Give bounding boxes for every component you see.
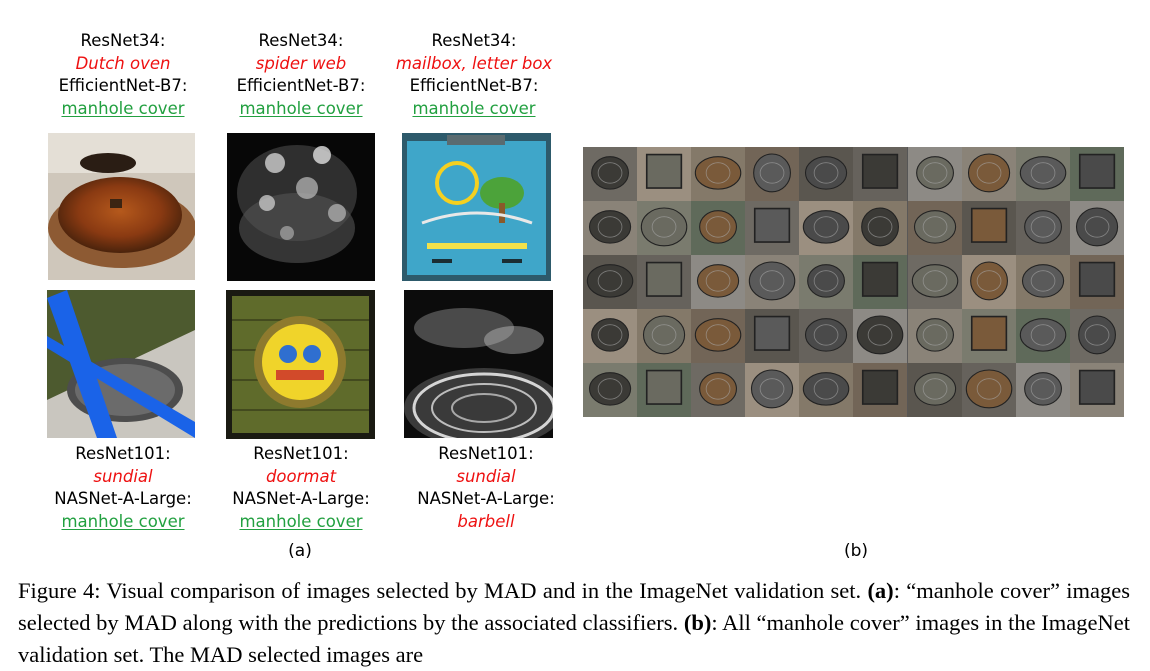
panel-b-label: (b) (836, 541, 876, 561)
grid-thumbnail (1070, 201, 1124, 255)
col1-bottom-labels: ResNet101: sundial NASNet-A-Large: manho… (33, 443, 213, 533)
grid-thumbnail (908, 147, 962, 201)
grid-thumbnail (853, 363, 907, 417)
grid-thumbnail (799, 147, 853, 201)
model-name: EfficientNet-B7: (33, 75, 213, 98)
grid-thumbnail (799, 309, 853, 363)
prediction-correct: manhole cover (211, 98, 391, 121)
grid-thumbnail (1070, 147, 1124, 201)
prediction-wrong: mailbox, letter box (384, 53, 564, 76)
grid-thumbnail (745, 255, 799, 309)
prediction-wrong: Dutch oven (33, 53, 213, 76)
grid-thumbnail (745, 309, 799, 363)
model-name: NASNet-A-Large: (211, 488, 391, 511)
grid-thumbnail (637, 309, 691, 363)
grid-thumbnail (799, 201, 853, 255)
model-name: ResNet101: (396, 443, 576, 466)
photo-blue-painted-cover (402, 133, 551, 281)
prediction-correct: manhole cover (33, 511, 213, 534)
model-name: ResNet34: (384, 30, 564, 53)
grid-thumbnail (962, 255, 1016, 309)
col3-top-labels: ResNet34: mailbox, letter box EfficientN… (384, 30, 564, 120)
photo-cartoon-manhole (226, 290, 375, 439)
grid-thumbnail (962, 147, 1016, 201)
model-name: ResNet101: (211, 443, 391, 466)
photo-night-manhole (227, 133, 375, 281)
grid-thumbnail (691, 201, 745, 255)
grid-thumbnail (853, 309, 907, 363)
grid-thumbnail (1016, 309, 1070, 363)
grid-thumbnail (799, 363, 853, 417)
grid-thumbnail (1016, 363, 1070, 417)
grid-thumbnail (691, 363, 745, 417)
grid-thumbnail (745, 147, 799, 201)
grid-thumbnail (583, 147, 637, 201)
model-name: ResNet34: (33, 30, 213, 53)
grid-thumbnail (799, 255, 853, 309)
grid-thumbnail (908, 363, 962, 417)
prediction-wrong: sundial (33, 466, 213, 489)
grid-thumbnail (962, 309, 1016, 363)
grid-thumbnail (908, 309, 962, 363)
grid-thumbnail (691, 147, 745, 201)
grid-thumbnail (962, 201, 1016, 255)
grid-thumbnail (583, 255, 637, 309)
prediction-correct: manhole cover (211, 511, 391, 534)
prediction-correct: manhole cover (33, 98, 213, 121)
col1-top-labels: ResNet34: Dutch oven EfficientNet-B7: ma… (33, 30, 213, 120)
grid-thumbnail (1070, 363, 1124, 417)
grid-thumbnail (583, 201, 637, 255)
imagenet-manhole-grid (583, 147, 1124, 417)
prediction-wrong: spider web (211, 53, 391, 76)
prediction-wrong: sundial (396, 466, 576, 489)
grid-thumbnail (583, 309, 637, 363)
grid-thumbnail (637, 201, 691, 255)
model-name: ResNet101: (33, 443, 213, 466)
panel-a-label: (a) (280, 541, 320, 561)
photo-rusty-manhole (48, 133, 195, 280)
model-name: NASNet-A-Large: (33, 488, 213, 511)
model-name: EfficientNet-B7: (211, 75, 391, 98)
grid-thumbnail (1016, 201, 1070, 255)
prediction-wrong: doormat (211, 466, 391, 489)
grid-thumbnail (908, 201, 962, 255)
caption-b-tag: (b) (684, 610, 712, 635)
caption-prefix: Figure 4: Visual comparison of images se… (18, 578, 867, 603)
prediction-wrong: barbell (396, 511, 576, 534)
grid-thumbnail (908, 255, 962, 309)
photo-bw-manhole (404, 290, 553, 438)
grid-thumbnail (853, 255, 907, 309)
grid-thumbnail (745, 201, 799, 255)
model-name: NASNet-A-Large: (396, 488, 576, 511)
col2-top-labels: ResNet34: spider web EfficientNet-B7: ma… (211, 30, 391, 120)
grid-thumbnail (853, 201, 907, 255)
grid-thumbnail (637, 147, 691, 201)
grid-thumbnail (1016, 147, 1070, 201)
grid-thumbnail (691, 255, 745, 309)
grid-thumbnail (962, 363, 1016, 417)
photo-blue-stripe-manhole (47, 290, 195, 438)
grid-thumbnail (691, 309, 745, 363)
model-name: ResNet34: (211, 30, 391, 53)
model-name: EfficientNet-B7: (384, 75, 564, 98)
grid-thumbnail (637, 255, 691, 309)
grid-thumbnail (853, 147, 907, 201)
prediction-correct: manhole cover (384, 98, 564, 121)
grid-thumbnail (1070, 255, 1124, 309)
col2-bottom-labels: ResNet101: doormat NASNet-A-Large: manho… (211, 443, 391, 533)
grid-thumbnail (1016, 255, 1070, 309)
grid-thumbnail (1070, 309, 1124, 363)
caption-a-tag: (a) (867, 578, 893, 603)
col3-bottom-labels: ResNet101: sundial NASNet-A-Large: barbe… (396, 443, 576, 533)
grid-thumbnail (745, 363, 799, 417)
figure-caption: Figure 4: Visual comparison of images se… (18, 575, 1130, 671)
grid-thumbnail (637, 363, 691, 417)
grid-thumbnail (583, 363, 637, 417)
